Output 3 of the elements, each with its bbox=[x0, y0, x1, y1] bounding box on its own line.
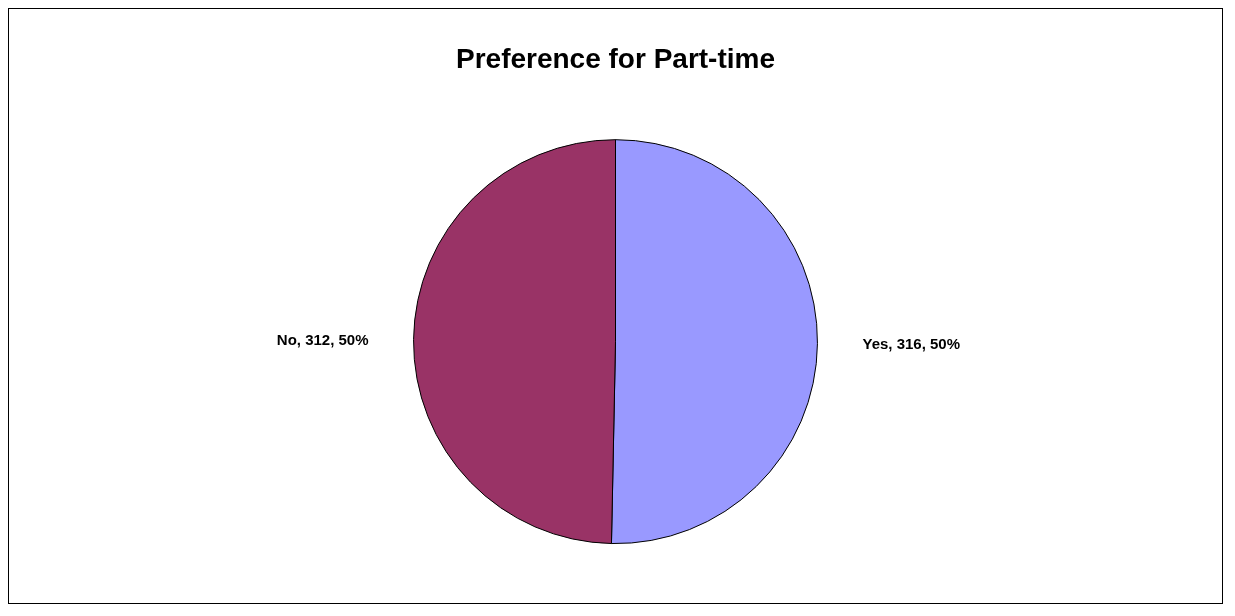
slice-label: No, 312, 50% bbox=[276, 330, 369, 348]
chart-title: Preference for Part-time bbox=[455, 42, 776, 74]
slice-label: Yes, 316, 50% bbox=[862, 335, 961, 353]
